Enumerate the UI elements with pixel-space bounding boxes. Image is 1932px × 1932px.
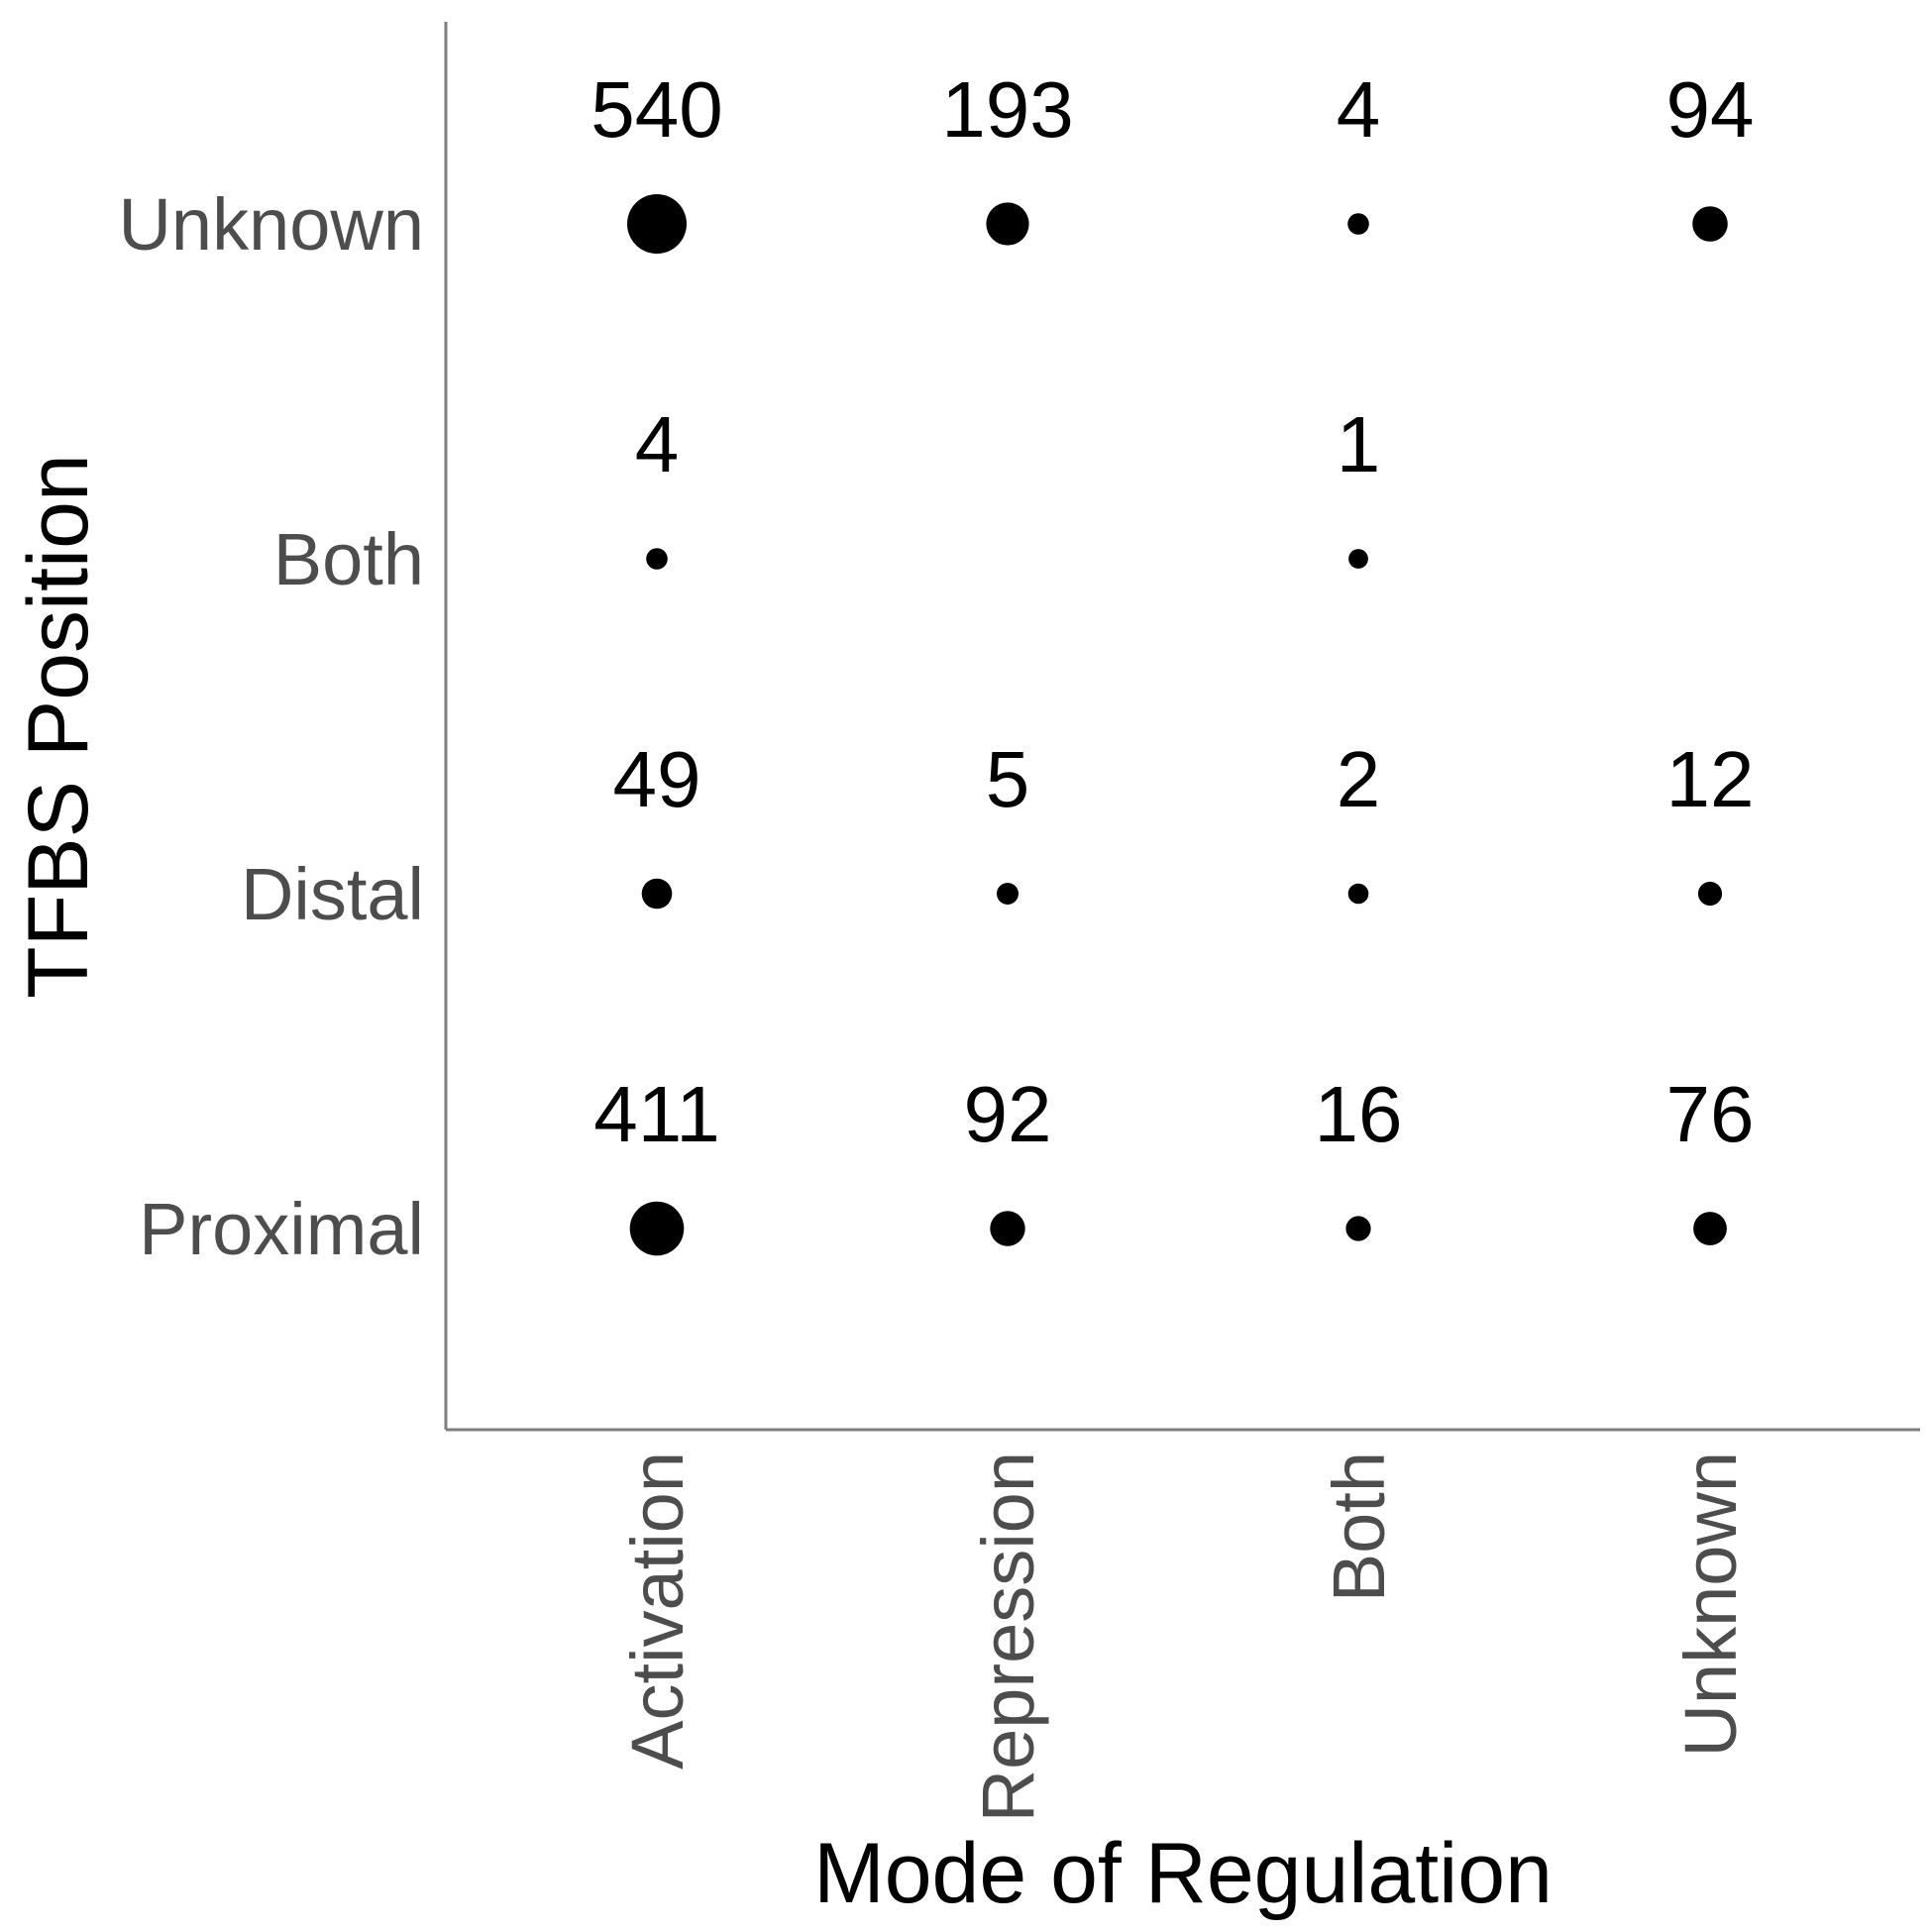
y-axis-title: TFBS Position [11, 454, 106, 999]
count-label-unknown-unknown: 94 [1666, 65, 1755, 154]
count-label-unknown-distal: 12 [1666, 735, 1755, 823]
point-unknown-proximal [1693, 1212, 1727, 1245]
point-both-proximal [1345, 1216, 1371, 1241]
point-both-distal [1347, 883, 1369, 905]
x-tick-labels: Activation Repression Both Unknown [616, 1451, 1752, 1822]
x-tick-label-repression: Repression [967, 1451, 1049, 1822]
point-activation-unknown [627, 194, 687, 254]
count-label-repression-proximal: 92 [964, 1070, 1052, 1158]
count-label-unknown-proximal: 76 [1666, 1070, 1755, 1158]
y-tick-label-both: Both [273, 518, 424, 600]
count-label-repression-unknown: 193 [941, 65, 1073, 154]
count-label-activation-proximal: 411 [593, 1070, 720, 1158]
point-repression-proximal [990, 1211, 1025, 1246]
point-activation-proximal [629, 1201, 685, 1256]
x-axis-title: Mode of Regulation [813, 1826, 1553, 1921]
y-tick-label-distal: Distal [241, 853, 424, 935]
count-label-both-proximal: 16 [1315, 1070, 1403, 1158]
point-activation-distal [641, 878, 673, 910]
count-labels: 540 193 4 94 4 1 49 5 2 12 411 92 16 76 [590, 65, 1754, 1158]
x-tick-label-unknown: Unknown [1669, 1451, 1752, 1758]
x-tick-label-activation: Activation [616, 1451, 698, 1770]
count-label-activation-distal: 49 [613, 735, 701, 823]
count-label-both-distal: 2 [1337, 735, 1381, 823]
count-label-repression-distal: 5 [986, 735, 1030, 823]
point-activation-both [646, 548, 668, 570]
count-label-both-unknown: 4 [1337, 65, 1381, 154]
point-unknown-distal [1697, 881, 1723, 907]
count-label-activation-both: 4 [635, 400, 680, 488]
y-tick-label-proximal: Proximal [139, 1188, 424, 1270]
y-tick-label-unknown: Unknown [118, 183, 424, 266]
count-label-both-both: 1 [1337, 400, 1381, 488]
x-tick-label-both: Both [1318, 1451, 1400, 1602]
point-both-unknown [1347, 213, 1369, 235]
count-label-activation-unknown: 540 [590, 65, 722, 154]
data-points [627, 194, 1728, 1256]
point-repression-unknown [986, 202, 1029, 246]
y-tick-labels: Proximal Distal Both Unknown [118, 183, 424, 1270]
point-both-both [1348, 549, 1368, 569]
point-unknown-unknown [1692, 206, 1728, 242]
point-repression-distal [997, 883, 1019, 905]
